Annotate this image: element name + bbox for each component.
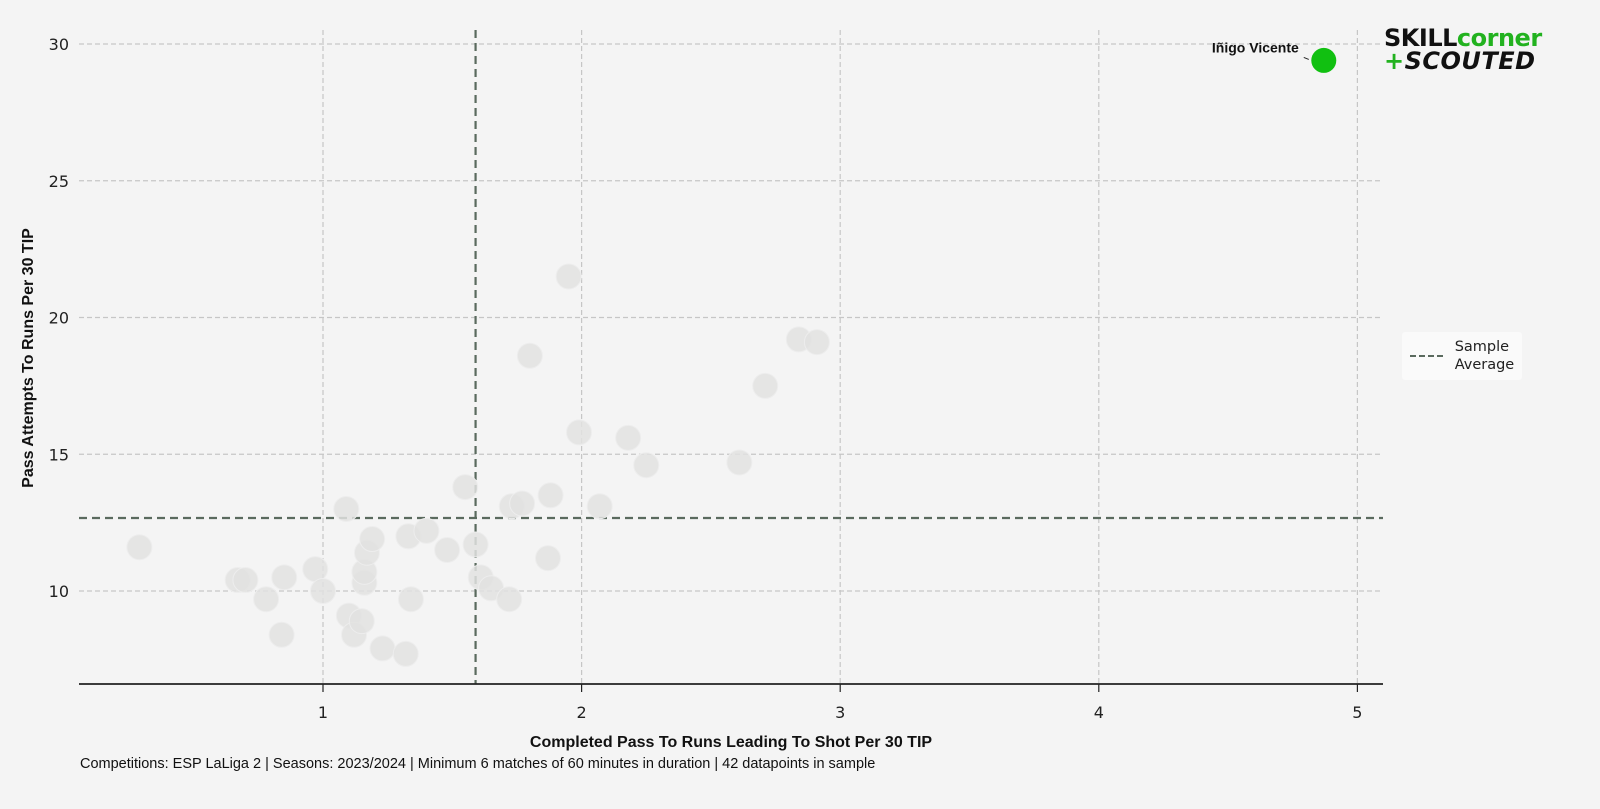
data-point (803, 329, 830, 356)
dashed-line-icon (1410, 355, 1443, 357)
y-tick-label: 25 (49, 172, 69, 191)
logo-scouted-text: SCOUTED (1404, 47, 1536, 75)
grid-lines: 10 15 20 25 30 (49, 30, 1383, 684)
label-leader-line (1303, 56, 1309, 60)
y-tick-label: 30 (49, 35, 69, 54)
x-tick-label: 3 (835, 703, 845, 722)
data-point (534, 545, 561, 572)
data-point (369, 635, 396, 662)
axes: 1 2 3 4 5 (79, 683, 1383, 722)
y-tick-label: 10 (49, 582, 69, 601)
data-point (726, 449, 753, 476)
highlight-label: Iñigo Vicente (1212, 39, 1299, 55)
y-axis-title: Pass Attempts To Runs Per 30 TIP (20, 228, 37, 488)
sample-average-lines (79, 30, 1383, 684)
data-point (126, 534, 153, 561)
y-tick-label: 15 (49, 445, 69, 464)
logo-plus-icon: + (1384, 47, 1405, 75)
x-axis-title: Completed Pass To Runs Leading To Shot P… (530, 734, 932, 751)
data-point (232, 567, 259, 594)
data-point (509, 490, 536, 517)
data-point (268, 621, 295, 648)
legend-label-sample-average: Sample Average (1454, 339, 1515, 373)
skillcorner-scouted-logo: SKILLcorner +SCOUTED (1384, 26, 1544, 73)
highlighted-player: Iñigo Vicente (1212, 39, 1337, 73)
data-point (615, 424, 642, 451)
data-point (516, 342, 543, 369)
chart-footnote: Competitions: ESP LaLiga 2 | Seasons: 20… (80, 756, 876, 772)
data-point (496, 586, 523, 613)
data-point (348, 608, 375, 635)
highlight-point (1311, 47, 1337, 73)
x-tick-label: 1 (318, 703, 328, 722)
data-point (253, 586, 280, 613)
data-point (302, 556, 329, 583)
data-point (392, 640, 419, 667)
x-tick-label: 5 (1352, 703, 1362, 722)
data-point (555, 263, 582, 290)
data-point (359, 526, 386, 553)
logo-skill-text: SKILL (1384, 24, 1457, 52)
y-tick-label: 20 (49, 309, 69, 328)
data-point (586, 493, 613, 520)
data-point (462, 531, 489, 558)
data-point (537, 482, 564, 509)
data-point (633, 452, 660, 479)
data-point (566, 419, 593, 446)
data-point (397, 586, 424, 613)
x-tick-label: 4 (1094, 703, 1104, 722)
x-tick-label: 2 (577, 703, 587, 722)
data-point (333, 495, 360, 522)
data-point (434, 536, 461, 563)
logo-corner-text: corner (1456, 24, 1542, 52)
legend: Sample Average (1402, 332, 1522, 380)
data-point (271, 564, 298, 591)
data-point (310, 578, 336, 604)
data-point (452, 474, 479, 501)
data-points (126, 263, 830, 667)
data-point (752, 372, 779, 399)
data-point (413, 517, 440, 544)
